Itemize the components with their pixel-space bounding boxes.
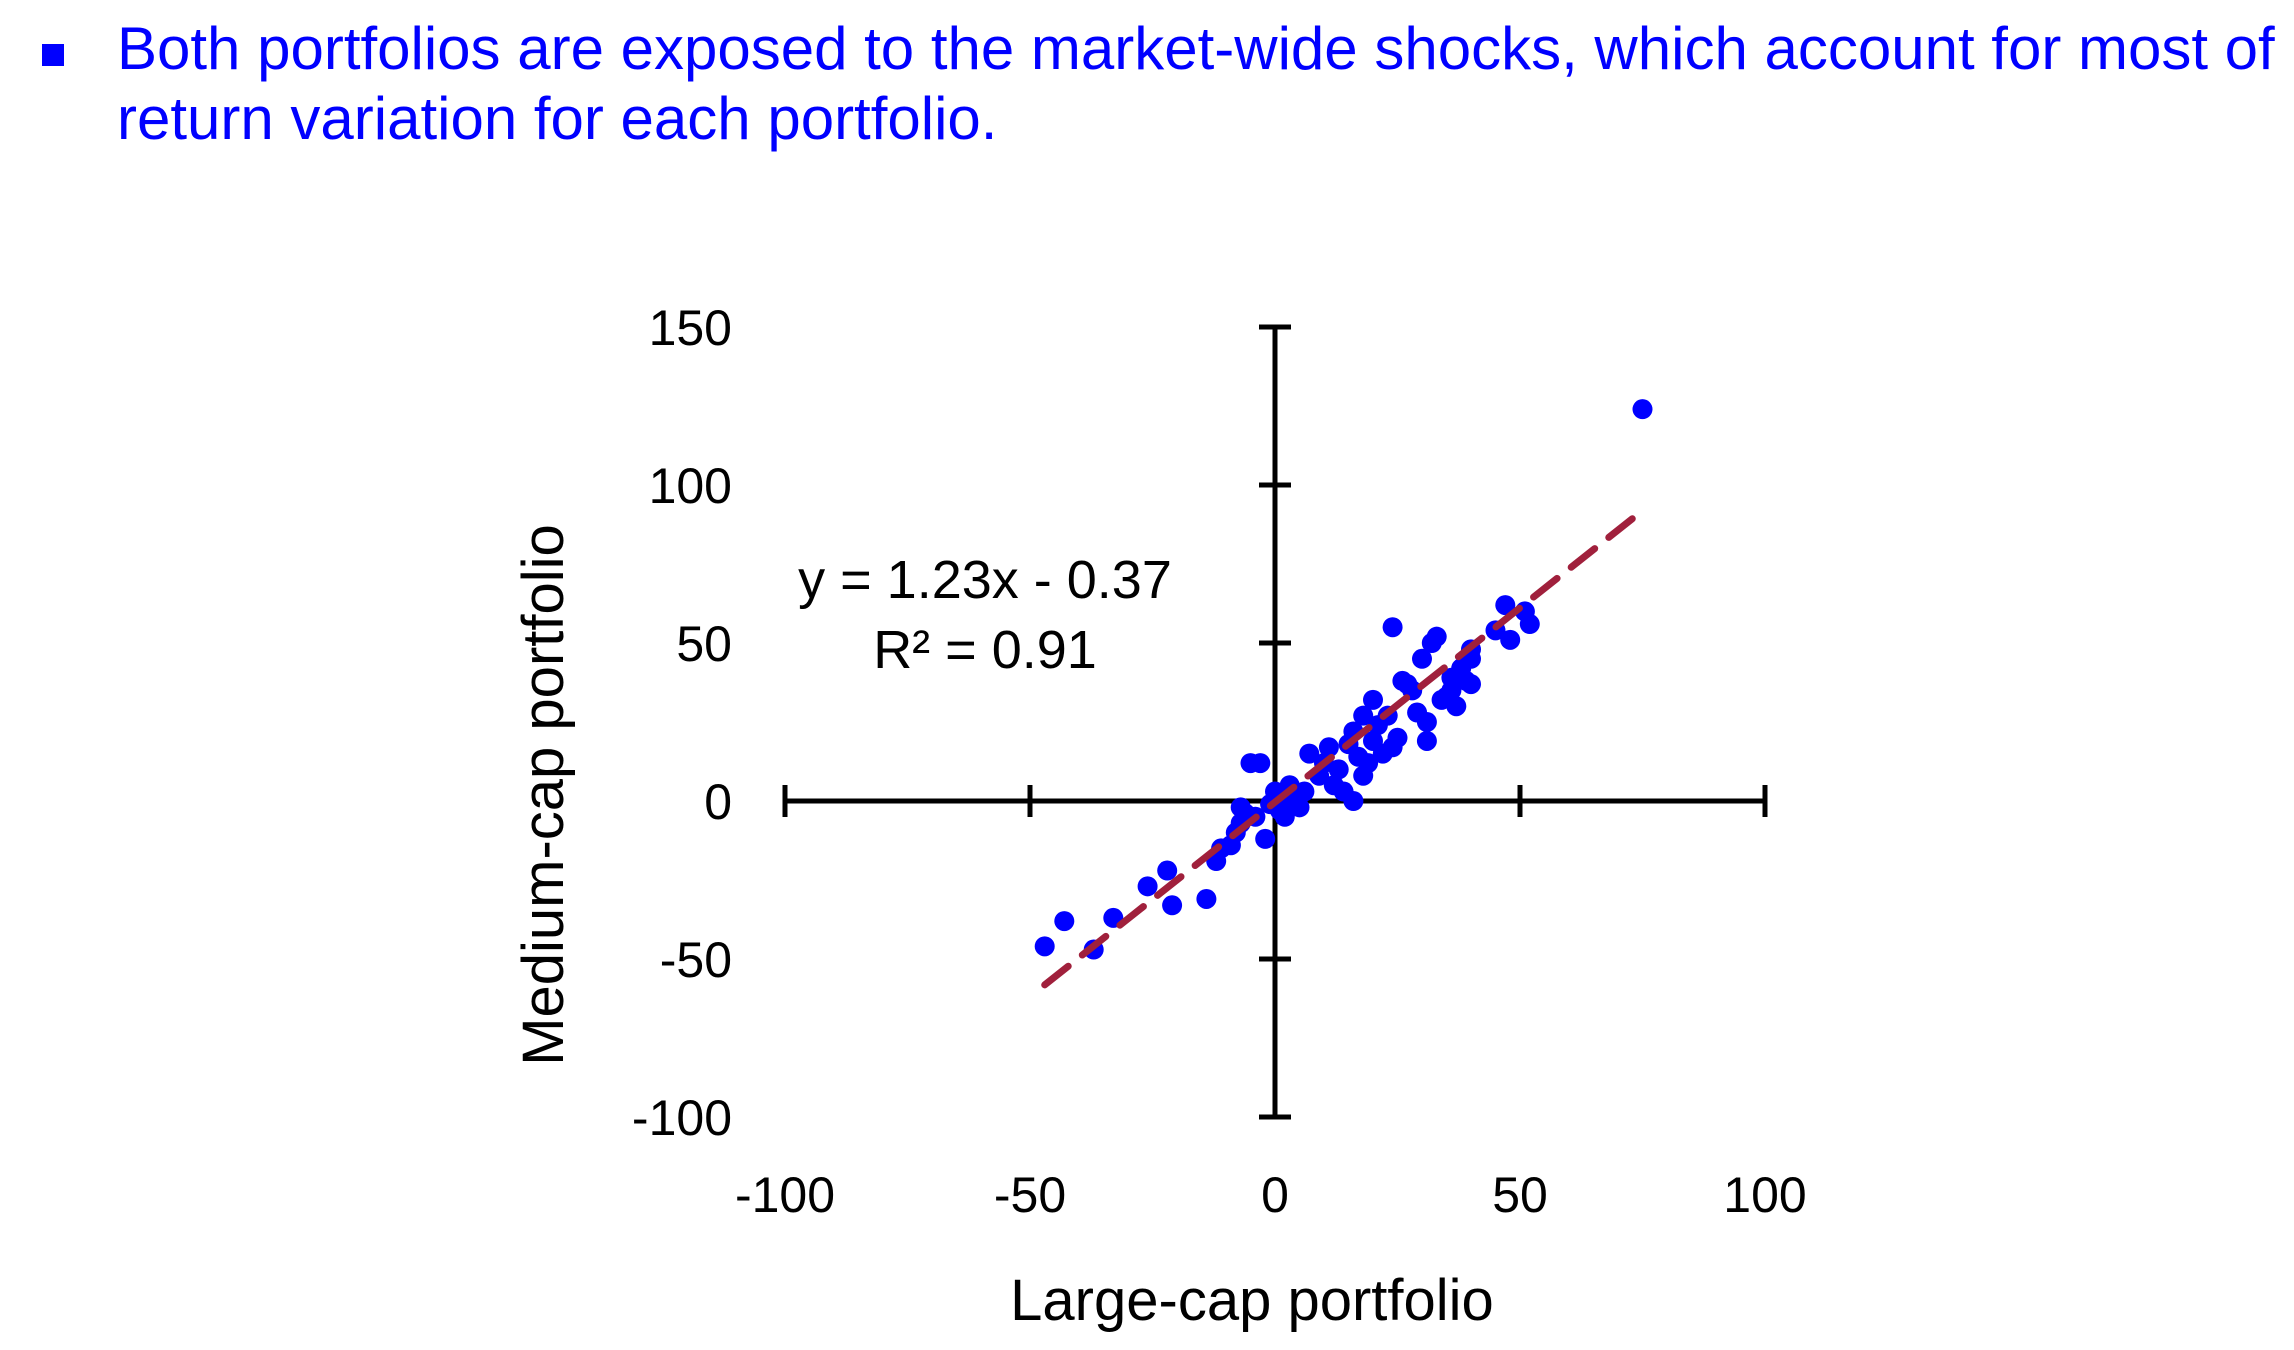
trendline (1041, 507, 1646, 989)
x-tick-label: 50 (1492, 1167, 1548, 1223)
data-point (1382, 617, 1403, 638)
x-tick-label: 0 (1261, 1167, 1289, 1223)
data-point (1353, 705, 1374, 726)
y-tick-label: 150 (649, 300, 732, 356)
data-point (1162, 895, 1183, 916)
y-axis-title: Medium-cap portfolio (511, 524, 576, 1066)
data-point (1255, 828, 1276, 849)
data-point (1387, 727, 1408, 748)
y-tick-label: 50 (676, 616, 732, 672)
y-tick-label: 100 (649, 458, 732, 514)
y-tick-label: 0 (704, 774, 732, 830)
labels: y = 1.23x - 0.37 R² = 0.91 Large-cap por… (511, 524, 1494, 1333)
data-point (1363, 689, 1383, 710)
y-tick-label: -50 (660, 932, 732, 988)
data-point (1299, 743, 1320, 764)
data-point (1416, 712, 1437, 732)
data-point (1328, 759, 1349, 780)
data-point (1157, 860, 1178, 881)
data-point (1054, 911, 1075, 932)
data-point (1289, 797, 1310, 818)
data-points (1034, 399, 1653, 960)
data-point (1632, 399, 1653, 420)
data-point (1343, 791, 1364, 811)
x-tick-label: 100 (1723, 1167, 1806, 1223)
bullet-text: Both portfolios are exposed to the marke… (117, 15, 2275, 152)
trendline-equation: y = 1.23x - 0.37 (798, 550, 1172, 610)
data-point (1196, 888, 1217, 909)
data-point (1412, 648, 1432, 669)
r-squared-label: R² = 0.91 (873, 620, 1097, 680)
y-tick-label: -100 (632, 1090, 732, 1146)
x-axis-title: Large-cap portfolio (1010, 1268, 1494, 1333)
trendline-line (1041, 507, 1646, 989)
data-point (1446, 696, 1467, 717)
x-tick-label: -50 (994, 1167, 1066, 1223)
data-point (1137, 876, 1158, 897)
data-point (1416, 730, 1437, 751)
data-point (1426, 626, 1447, 647)
data-point (1495, 595, 1516, 616)
bullet-square-icon (42, 44, 64, 66)
data-point (1294, 781, 1315, 802)
x-tick-label: -100 (735, 1167, 835, 1223)
data-point (1358, 753, 1379, 774)
data-point (1519, 614, 1540, 635)
data-point (1500, 629, 1521, 650)
data-point (1034, 936, 1055, 957)
axes: -100 -50 0 50 100 150 100 50 0 -50 -100 (632, 300, 1807, 1223)
data-point (1318, 737, 1339, 758)
data-point (1274, 806, 1295, 827)
data-point (1461, 674, 1481, 695)
data-point (1250, 753, 1271, 774)
